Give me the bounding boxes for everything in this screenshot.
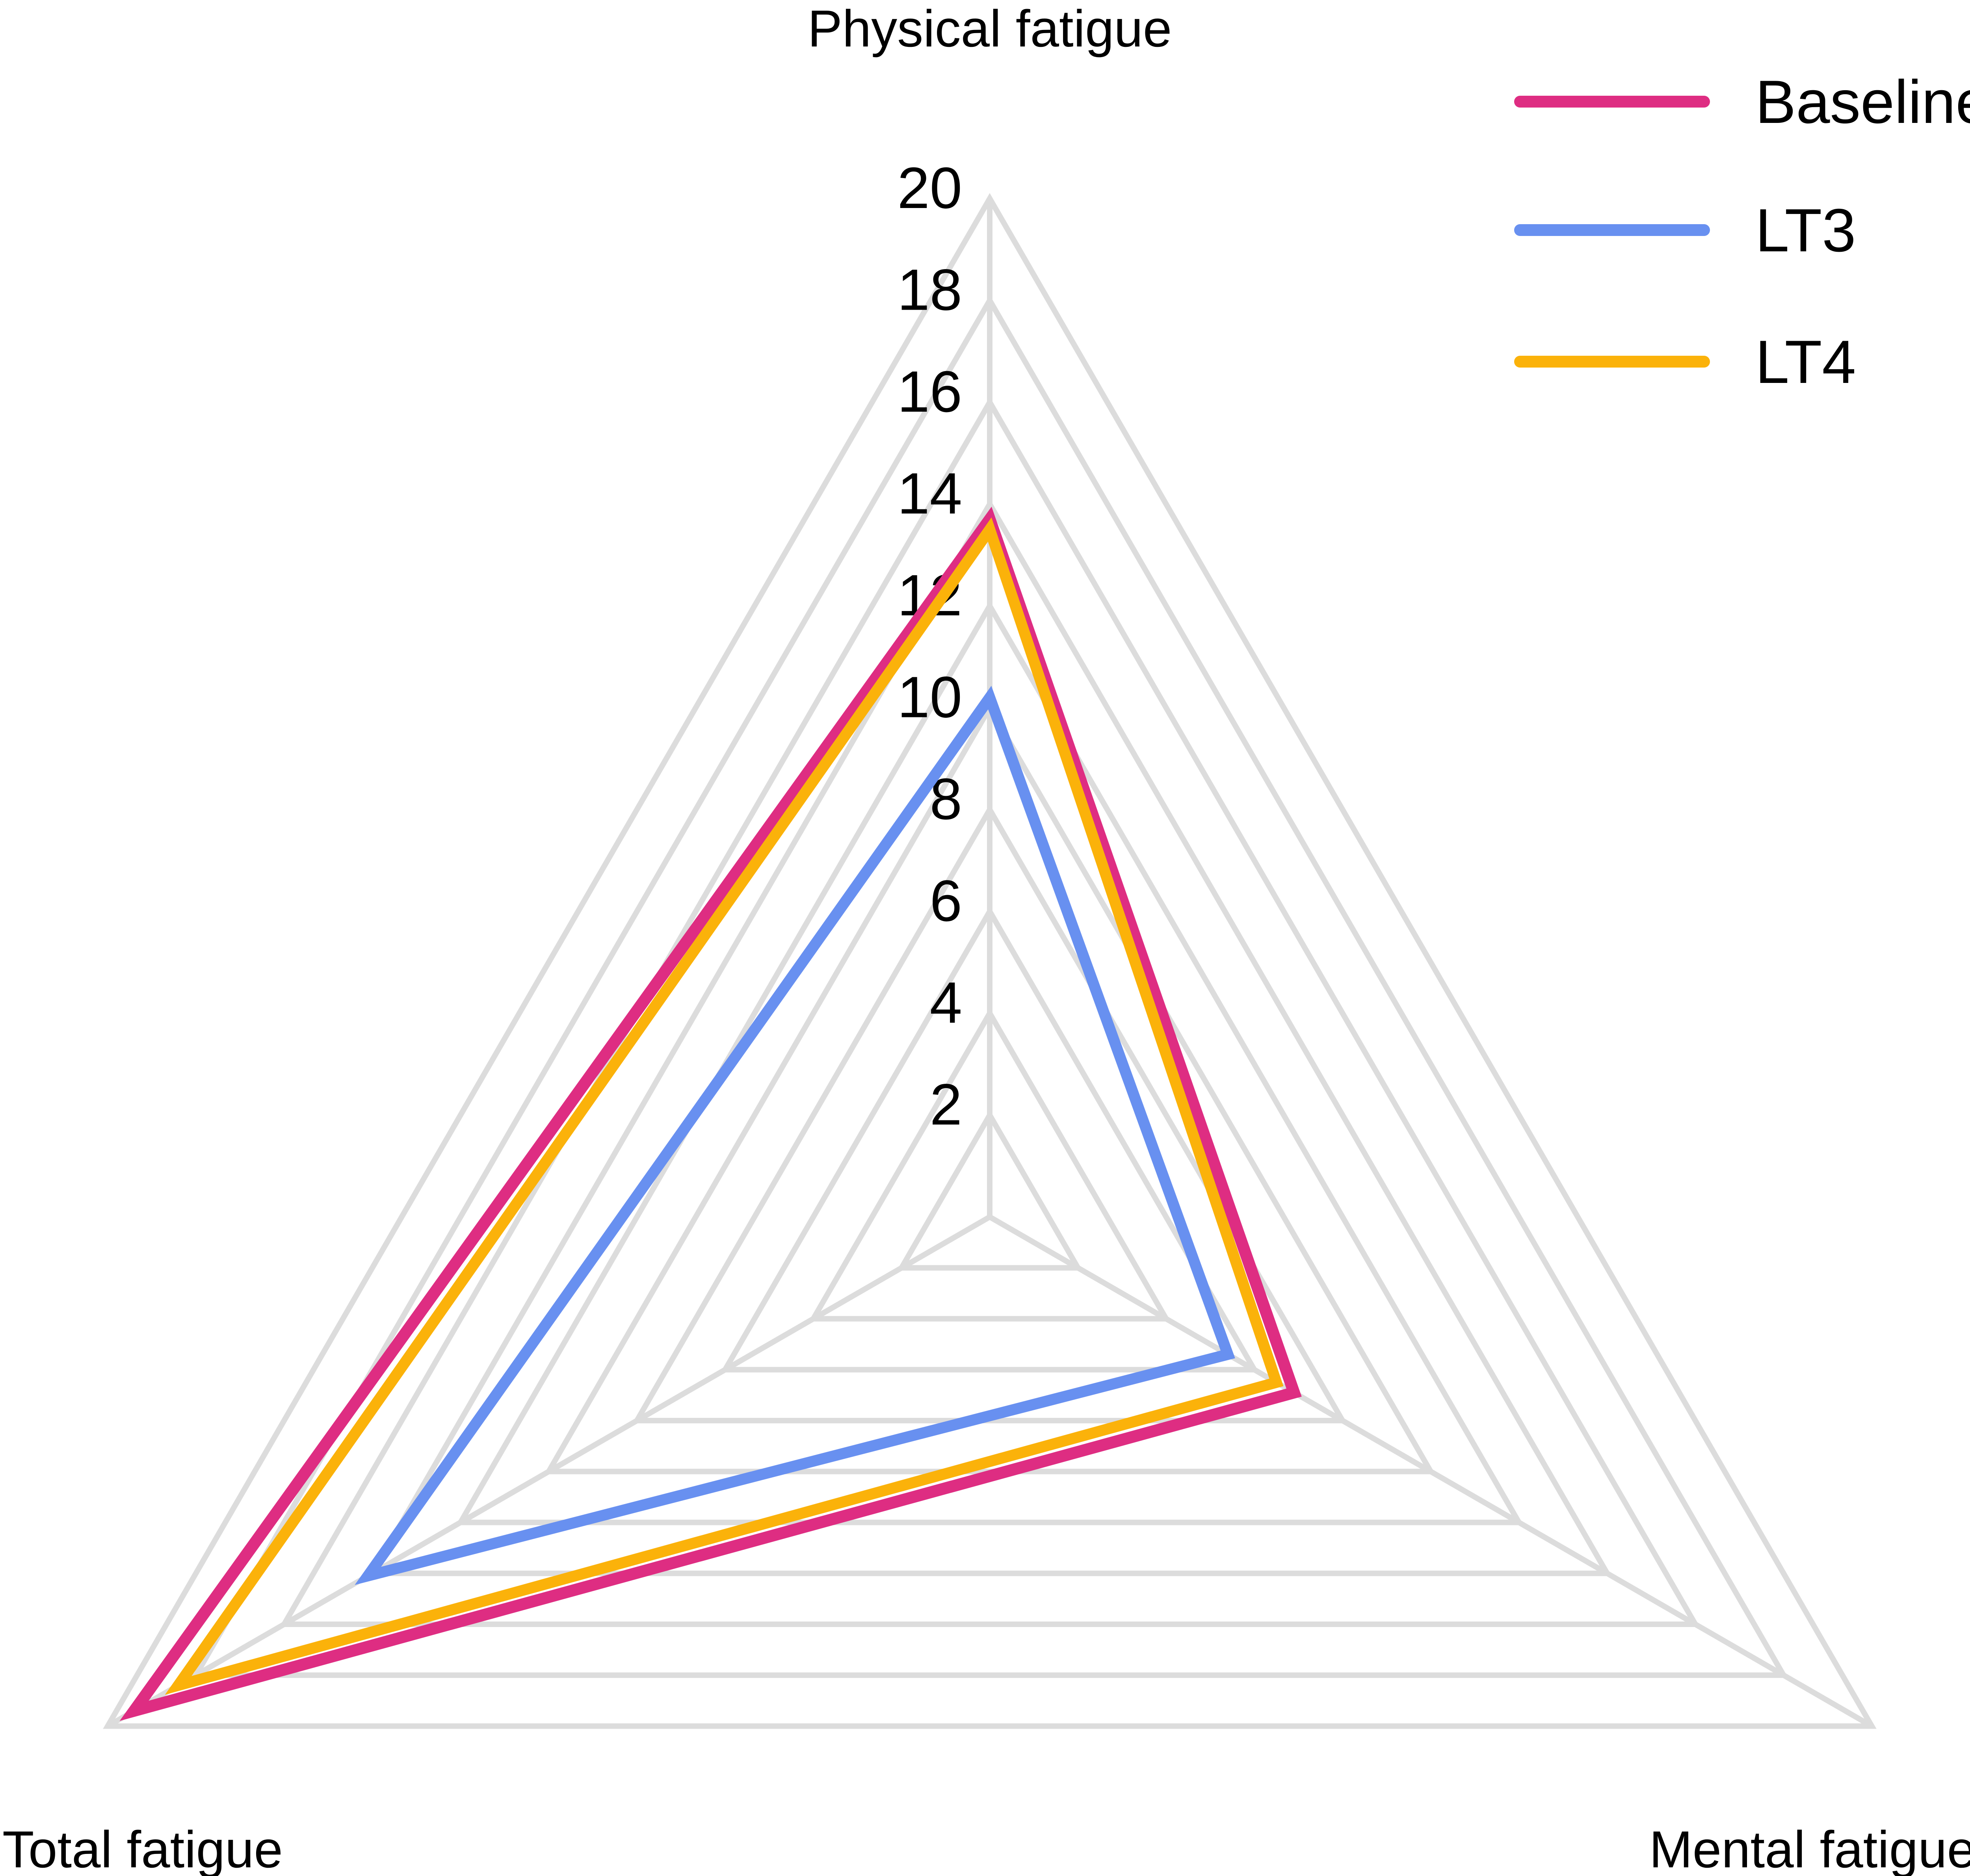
axis-label: Total fatigue [2, 1820, 283, 1876]
grid-ring-20 [103, 193, 1877, 1729]
grid-ring-4 [808, 1007, 1171, 1322]
grid-ring-18 [191, 295, 1788, 1678]
tick-label: 16 [897, 359, 962, 424]
grid [103, 193, 1877, 1729]
tick-label: 6 [930, 869, 962, 934]
grid-spoke-3 [106, 1214, 991, 1729]
tick-label: 2 [930, 1072, 962, 1137]
grid-ring-2 [897, 1109, 1083, 1271]
series-polygon [165, 517, 1284, 1695]
grid-ring-6 [720, 906, 1259, 1373]
tick-label: 14 [897, 461, 962, 526]
legend-label: LT4 [1755, 328, 1856, 396]
grid-spoke-2 [988, 1214, 1873, 1729]
tick-label: 4 [930, 970, 962, 1035]
tick-label: 20 [897, 156, 962, 221]
legend-label: LT3 [1755, 196, 1856, 264]
legend: Baseline LT3 LT4 [1514, 68, 1970, 396]
series-polygon [355, 685, 1235, 1585]
axis-label: Mental fatigue [1649, 1820, 1970, 1876]
legend-label: Baseline [1755, 68, 1970, 136]
axis-label: Physical fatigue [808, 0, 1172, 58]
grid-ring-14 [367, 498, 1612, 1576]
tick-label: 18 [897, 258, 962, 323]
series-polygons [119, 507, 1302, 1721]
series-polygon [119, 507, 1302, 1721]
tick-label: 10 [897, 665, 962, 730]
